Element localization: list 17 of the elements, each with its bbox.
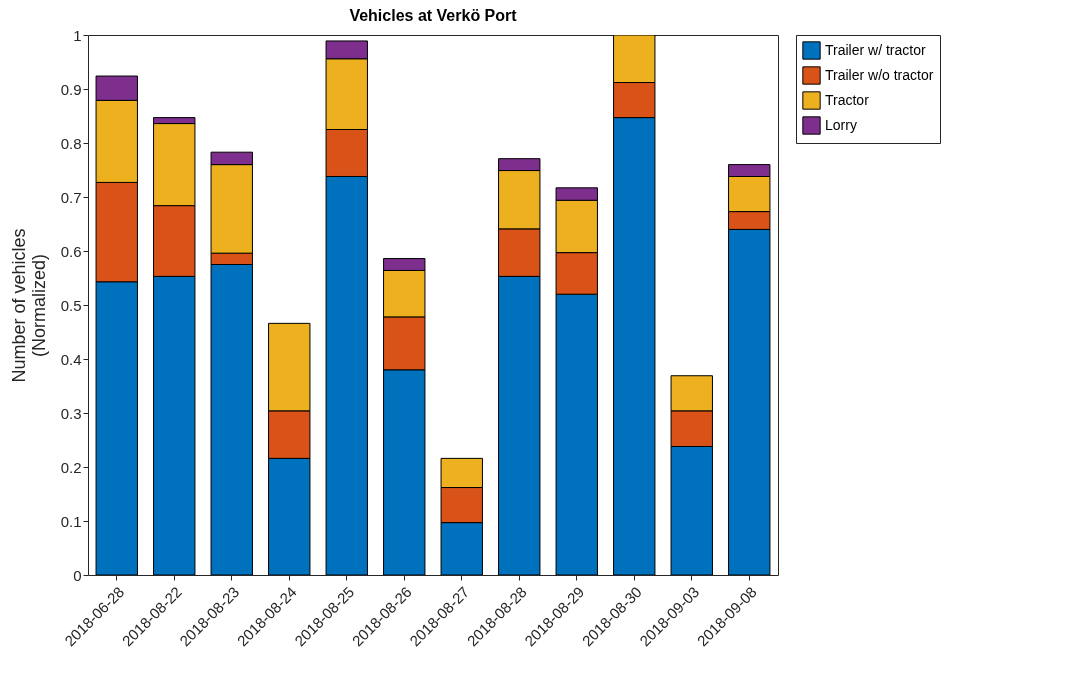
y-tick-label: 0.6 — [60, 242, 82, 260]
y-tick-label: 0.3 — [60, 404, 82, 422]
y-tick-label: 0.8 — [60, 134, 82, 152]
legend-label: Trailer w/o tractor — [825, 66, 934, 83]
y-tick-label: 1 — [73, 26, 82, 44]
y-tick-label: 0.9 — [60, 80, 82, 98]
y-tick-label: 0.1 — [60, 512, 82, 530]
y-tick-label: 0.2 — [60, 458, 82, 476]
chart-title: Vehicles at Verkö Port — [349, 7, 518, 24]
y-tick-label: 0 — [73, 566, 82, 584]
legend-label: Tractor — [825, 91, 870, 108]
legend-label: Lorry — [825, 116, 857, 133]
y-axis-title: Number of vehicles (Normalized) — [8, 228, 49, 383]
y-tick-label: 0.7 — [60, 188, 82, 206]
legend-label: Trailer w/ tractor — [825, 41, 926, 58]
y-tick-label: 0.5 — [60, 296, 82, 314]
y-tick-label: 0.4 — [60, 350, 82, 368]
